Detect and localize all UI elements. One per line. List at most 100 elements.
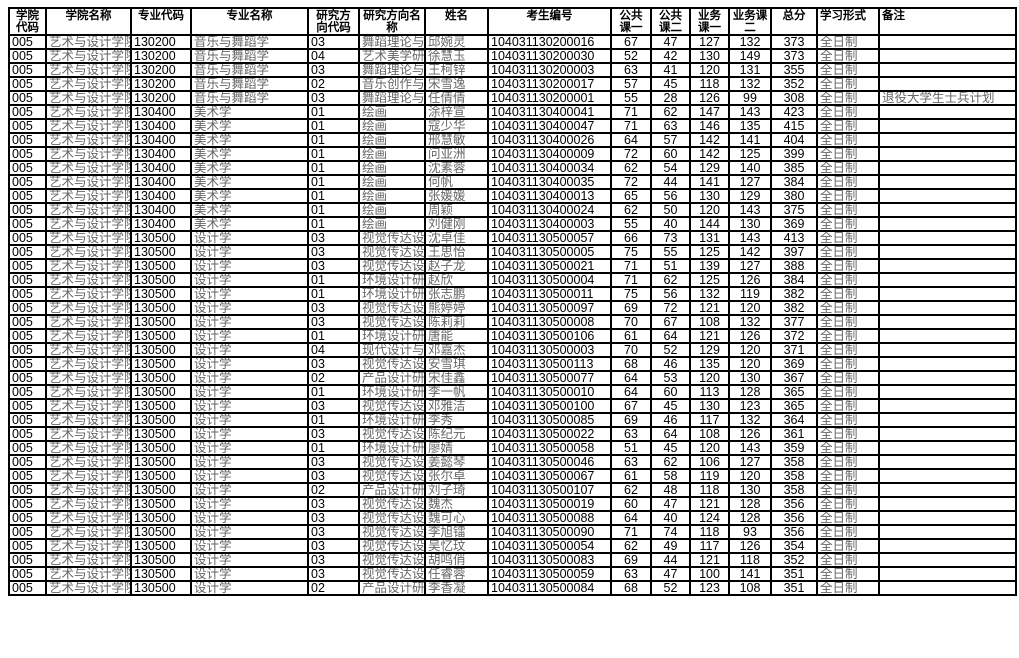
cell-direction-code: 04 xyxy=(307,342,360,358)
cell-total-score: 364 xyxy=(770,412,818,428)
cell-total-score: 358 xyxy=(770,468,818,484)
cell-major-course-2: 119 xyxy=(728,286,772,302)
cell-exam-id: 104031130200001 xyxy=(487,90,612,106)
cell-major-course-1: 120 xyxy=(689,370,730,386)
cell-major-course-2: 127 xyxy=(728,174,772,190)
cell-college-code: 005 xyxy=(8,398,47,414)
header-major-course-1: 业务课一 xyxy=(689,7,730,36)
cell-college-code: 005 xyxy=(8,132,47,148)
cell-public-course-2: 40 xyxy=(650,510,691,526)
cell-study-mode: 全日制 xyxy=(816,272,880,288)
cell-major-code: 130500 xyxy=(130,538,192,554)
cell-major-course-1: 129 xyxy=(689,160,730,176)
cell-student-name: 李秀 xyxy=(424,412,489,428)
cell-student-name: 张媛媛 xyxy=(424,188,489,204)
cell-study-mode: 全日制 xyxy=(816,510,880,526)
cell-remarks xyxy=(878,482,1017,498)
cell-college-name: 艺术与设计学院 xyxy=(45,314,132,330)
cell-major-name: 设计学 xyxy=(190,468,309,484)
cell-college-name: 艺术与设计学院 xyxy=(45,160,132,176)
table-row: 005 艺术与设计学院 130500 设计学 01 环境设计研 李秀 104031130500… xyxy=(8,412,1017,428)
cell-major-course-1: 130 xyxy=(689,188,730,204)
cell-college-name: 艺术与设计学院 xyxy=(45,244,132,260)
cell-college-name: 艺术与设计学院 xyxy=(45,510,132,526)
cell-study-mode: 全日制 xyxy=(816,62,880,78)
cell-study-mode: 全日制 xyxy=(816,118,880,134)
cell-college-name: 艺术与设计学院 xyxy=(45,34,132,50)
cell-college-name: 艺术与设计学院 xyxy=(45,216,132,232)
cell-total-score: 367 xyxy=(770,370,818,386)
cell-direction-name: 视觉传达设 xyxy=(358,524,426,540)
cell-remarks xyxy=(878,552,1017,568)
cell-total-score: 399 xyxy=(770,146,818,162)
cell-major-course-2: 135 xyxy=(728,118,772,134)
cell-major-name: 设计学 xyxy=(190,566,309,582)
cell-major-code: 130500 xyxy=(130,300,192,316)
cell-direction-name: 环境设计研 xyxy=(358,384,426,400)
cell-study-mode: 全日制 xyxy=(816,174,880,190)
cell-major-name: 设计学 xyxy=(190,580,309,596)
cell-direction-code: 03 xyxy=(307,524,360,540)
cell-remarks xyxy=(878,426,1017,442)
cell-remarks xyxy=(878,202,1017,218)
cell-public-course-2: 52 xyxy=(650,580,691,596)
header-college-name: 学院名称 xyxy=(45,7,132,36)
cell-major-code: 130400 xyxy=(130,118,192,134)
cell-student-name: 邱婉灵 xyxy=(424,34,489,50)
cell-major-course-2: 120 xyxy=(728,342,772,358)
cell-total-score: 356 xyxy=(770,510,818,526)
table-row: 005 艺术与设计学院 130400 美术学 01 绘画 问亚洲 10403113040000… xyxy=(8,146,1017,162)
cell-public-course-2: 50 xyxy=(650,202,691,218)
cell-exam-id: 104031130400034 xyxy=(487,160,612,176)
cell-college-name: 艺术与设计学院 xyxy=(45,104,132,120)
cell-study-mode: 全日制 xyxy=(816,132,880,148)
cell-student-name: 廖婧 xyxy=(424,440,489,456)
cell-remarks xyxy=(878,104,1017,120)
cell-student-name: 赵欣 xyxy=(424,272,489,288)
cell-college-code: 005 xyxy=(8,244,47,260)
cell-remarks xyxy=(878,34,1017,50)
cell-college-code: 005 xyxy=(8,412,47,428)
cell-remarks xyxy=(878,356,1017,372)
cell-major-code: 130500 xyxy=(130,314,192,330)
cell-exam-id: 104031130200003 xyxy=(487,62,612,78)
cell-total-score: 365 xyxy=(770,384,818,400)
cell-major-name: 设计学 xyxy=(190,496,309,512)
cell-major-name: 设计学 xyxy=(190,552,309,568)
cell-public-course-1: 72 xyxy=(610,146,652,162)
table-row: 005 艺术与设计学院 130400 美术学 01 绘画 邢慧敏 10403113040002… xyxy=(8,132,1017,148)
cell-major-code: 130400 xyxy=(130,104,192,120)
cell-public-course-1: 71 xyxy=(610,104,652,120)
cell-major-name: 音乐与舞蹈学 xyxy=(190,48,309,64)
cell-major-course-1: 119 xyxy=(689,468,730,484)
cell-major-course-1: 147 xyxy=(689,104,730,120)
cell-remarks xyxy=(878,398,1017,414)
cell-major-course-1: 121 xyxy=(689,552,730,568)
table-row: 005 艺术与设计学院 130400 美术学 01 绘画 张媛媛 10403113040001… xyxy=(8,188,1017,204)
cell-student-name: 涂梓宣 xyxy=(424,104,489,120)
cell-study-mode: 全日制 xyxy=(816,482,880,498)
cell-public-course-2: 54 xyxy=(650,160,691,176)
table-row: 005 艺术与设计学院 130200 音乐与舞蹈学 02 音乐创作与 宋雪逸 10403113… xyxy=(8,76,1017,92)
cell-public-course-1: 69 xyxy=(610,412,652,428)
cell-remarks xyxy=(878,174,1017,190)
cell-college-code: 005 xyxy=(8,328,47,344)
cell-public-course-1: 70 xyxy=(610,314,652,330)
cell-college-name: 艺术与设计学院 xyxy=(45,300,132,316)
header-label: 姓名 xyxy=(445,9,468,22)
cell-remarks xyxy=(878,118,1017,134)
cell-total-score: 373 xyxy=(770,48,818,64)
cell-major-course-1: 121 xyxy=(689,496,730,512)
cell-direction-name: 视觉传达设 xyxy=(358,552,426,568)
cell-college-name: 艺术与设计学院 xyxy=(45,426,132,442)
cell-direction-code: 03 xyxy=(307,426,360,442)
cell-major-code: 130400 xyxy=(130,216,192,232)
cell-student-name: 赵子龙 xyxy=(424,258,489,274)
table-row: 005 艺术与设计学院 130500 设计学 02 产品设计研 刘子琦 10403113050… xyxy=(8,482,1017,498)
cell-major-code: 130500 xyxy=(130,286,192,302)
table-row: 005 艺术与设计学院 130500 设计学 03 视觉传达设 张尔卓 10403113050… xyxy=(8,468,1017,484)
cell-major-code: 130200 xyxy=(130,76,192,92)
cell-direction-name: 产品设计研 xyxy=(358,580,426,596)
cell-major-course-2: 143 xyxy=(728,230,772,246)
cell-college-code: 005 xyxy=(8,538,47,554)
